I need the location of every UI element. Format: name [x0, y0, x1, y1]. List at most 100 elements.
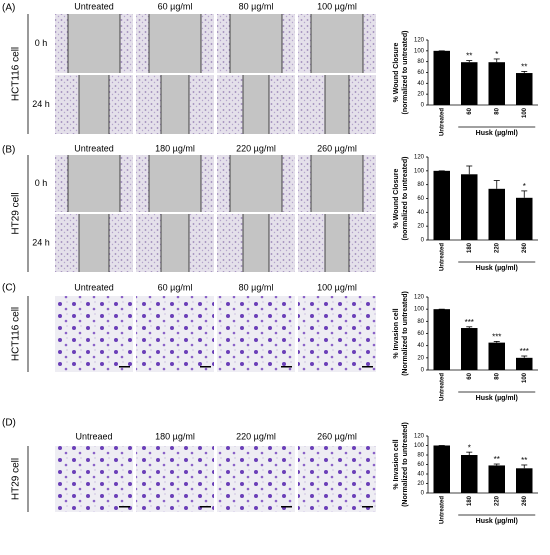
x-tick-label: Untreated — [439, 496, 445, 524]
scale-bar — [119, 506, 130, 508]
x-tick-label: 100 — [522, 107, 528, 118]
x-axis-label: Husk (µg/ml) — [476, 518, 518, 525]
wound-gap — [230, 14, 282, 73]
bar — [461, 328, 478, 370]
column-header: Untreated — [74, 143, 114, 153]
micrograph — [217, 446, 295, 512]
y-tick-label: 100 — [414, 48, 425, 54]
panel-label: (A) — [2, 3, 15, 14]
y-tick-label: 100 — [414, 443, 425, 449]
column-header: Untreated — [74, 1, 114, 11]
scale-bar — [200, 506, 211, 508]
x-tick-label: 180 — [467, 495, 473, 506]
x-axis-label: Husk (µg/ml) — [476, 265, 518, 272]
y-tick-label: 20 — [417, 224, 424, 230]
x-tick-label: 180 — [467, 242, 473, 253]
bar — [516, 73, 533, 105]
row-label: 0 h — [35, 38, 48, 48]
y-tick-label: 100 — [414, 168, 425, 174]
y-tick-label: 60 — [417, 331, 424, 337]
panel-label: (B) — [2, 145, 15, 156]
scale-bar — [362, 366, 373, 368]
wound-gap — [79, 214, 109, 272]
y-axis-label: % Wound Closure — [393, 169, 400, 229]
bar — [461, 455, 478, 493]
scale-bar — [362, 506, 373, 508]
y-tick-label: 60 — [417, 196, 424, 202]
bar — [433, 445, 450, 493]
bar — [516, 357, 533, 370]
wound-gap — [311, 155, 363, 212]
cell-label: HT29 cell — [11, 458, 22, 500]
y-tick-label: 0 — [421, 103, 425, 109]
significance: ** — [521, 63, 527, 72]
x-tick-label: 80 — [494, 372, 500, 379]
column-header: 180 µg/ml — [155, 431, 195, 441]
x-tick-label: 100 — [522, 372, 528, 383]
bar — [433, 309, 450, 370]
x-tick-label: 260 — [522, 495, 528, 506]
wound-gap — [68, 14, 120, 73]
micrograph — [55, 296, 133, 372]
y-tick-label: 80 — [417, 453, 424, 459]
y-tick-label: 40 — [417, 472, 424, 478]
significance: ** — [494, 455, 500, 464]
y-tick-label: 80 — [417, 182, 424, 188]
bar — [516, 468, 533, 493]
micrograph — [298, 296, 376, 372]
significance: *** — [492, 333, 501, 342]
wound-gap — [161, 75, 189, 134]
bar — [488, 62, 505, 105]
wound-gap — [325, 214, 349, 272]
x-tick-label: Untreated — [439, 243, 445, 271]
scale-bar — [119, 366, 130, 368]
y-tick-label: 20 — [417, 355, 424, 361]
wound-gap — [230, 155, 282, 212]
wound-gap — [161, 214, 189, 272]
y-tick-label: 0 — [421, 491, 425, 497]
bar — [461, 62, 478, 105]
x-tick-label: Untreated — [439, 373, 445, 401]
x-tick-label: 60 — [467, 107, 473, 114]
y-tick-label: 0 — [421, 368, 425, 374]
significance: ** — [466, 52, 472, 61]
bar — [488, 188, 505, 240]
cell-label: HCT116 cell — [11, 307, 22, 361]
x-tick-label: Untreated — [439, 108, 445, 136]
micrograph — [217, 296, 295, 372]
wound-gap — [68, 155, 120, 212]
y-tick-label: 20 — [417, 92, 424, 98]
y-tick-label: 80 — [417, 319, 424, 325]
y-axis-label: (Normalized to untreated) — [402, 291, 409, 376]
row-label: 24 h — [32, 99, 50, 109]
column-header: Untreated — [74, 282, 114, 292]
y-tick-label: 120 — [414, 155, 425, 161]
column-header: Untreaed — [75, 431, 112, 441]
y-axis-label: % Invasion cell — [393, 439, 400, 489]
column-header: 220 µg/ml — [236, 143, 276, 153]
cell-label: HCT116 cell — [11, 47, 22, 101]
scale-bar — [281, 506, 292, 508]
column-header: 60 µg/ml — [158, 282, 193, 292]
y-tick-label: 120 — [414, 434, 425, 440]
column-header: 60 µg/ml — [158, 1, 193, 11]
column-header: 260 µg/ml — [317, 143, 357, 153]
y-axis-label: (normalized to untreated) — [402, 30, 409, 114]
bar — [488, 342, 505, 370]
y-tick-label: 0 — [421, 238, 425, 244]
wound-gap — [243, 214, 269, 272]
column-header: 80 µg/ml — [239, 282, 274, 292]
row-label: 0 h — [35, 178, 48, 188]
micrograph — [55, 446, 133, 512]
x-axis-label: Husk (µg/ml) — [476, 395, 518, 402]
y-axis-label: (Normalized to untreated) — [402, 422, 409, 507]
significance: *** — [465, 318, 474, 327]
column-header: 220 µg/ml — [236, 431, 276, 441]
wound-gap — [149, 14, 201, 73]
significance: *** — [520, 347, 529, 356]
y-tick-label: 120 — [414, 295, 425, 301]
micrograph — [136, 296, 214, 372]
y-tick-label: 20 — [417, 481, 424, 487]
y-tick-label: 40 — [417, 343, 424, 349]
